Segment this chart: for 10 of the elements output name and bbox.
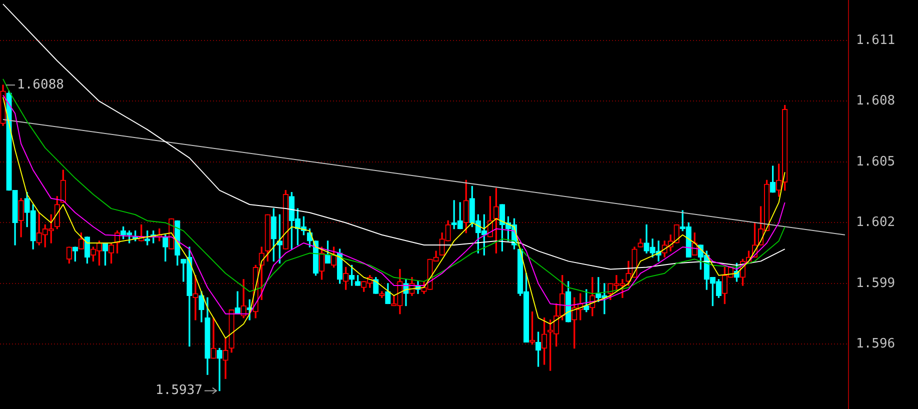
candlestick	[216, 348, 222, 392]
y-tick-label: 1.596	[856, 336, 896, 352]
y-tick-label: 1.599	[856, 276, 896, 291]
y-tick-label: 1.605	[856, 154, 896, 170]
annotation: 1.6088	[17, 77, 64, 92]
annotation: 1.5937	[156, 383, 203, 398]
y-tick-label: 1.611	[856, 32, 896, 48]
y-tick-label: 1.608	[856, 94, 896, 109]
candlestick	[192, 275, 198, 320]
y-tick-label: 1.602	[856, 215, 896, 230]
